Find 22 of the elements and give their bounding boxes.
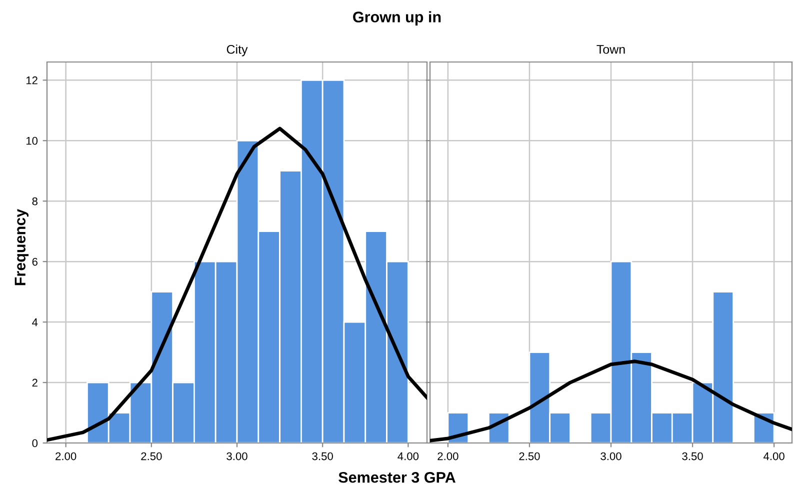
x-tick-label: 2.00	[56, 452, 76, 460]
x-tick-label: 3.00	[226, 452, 248, 460]
y-tick-label: 2	[32, 378, 38, 387]
x-tick-label: 4.00	[398, 452, 419, 460]
text: Grown up in	[353, 11, 441, 26]
x-tick-label: 4.00	[764, 452, 784, 460]
y-tick-label: 6	[32, 258, 38, 266]
y-tick-label: 10	[26, 136, 38, 145]
x-tick-label: 2.50	[519, 452, 540, 460]
chart-title: City	[226, 44, 248, 56]
x-tick-label: 3.50	[312, 452, 333, 460]
x-axis-title: Semester 3 GPA	[338, 472, 456, 483]
chart-title: Town	[596, 45, 625, 54]
y-tick-label: 0	[32, 439, 38, 448]
x-tick-label: 3.50	[682, 452, 703, 460]
y-tick-label: 4	[32, 318, 38, 326]
x-tick-label: 3.00	[600, 452, 622, 460]
x-tick-label: 2.00	[438, 452, 458, 460]
y-axis-title: Frequency	[14, 208, 29, 286]
y-tick-label: 8	[32, 197, 38, 206]
x-tick-label: 2.50	[141, 452, 162, 460]
y-tick-label: 12	[26, 76, 38, 84]
